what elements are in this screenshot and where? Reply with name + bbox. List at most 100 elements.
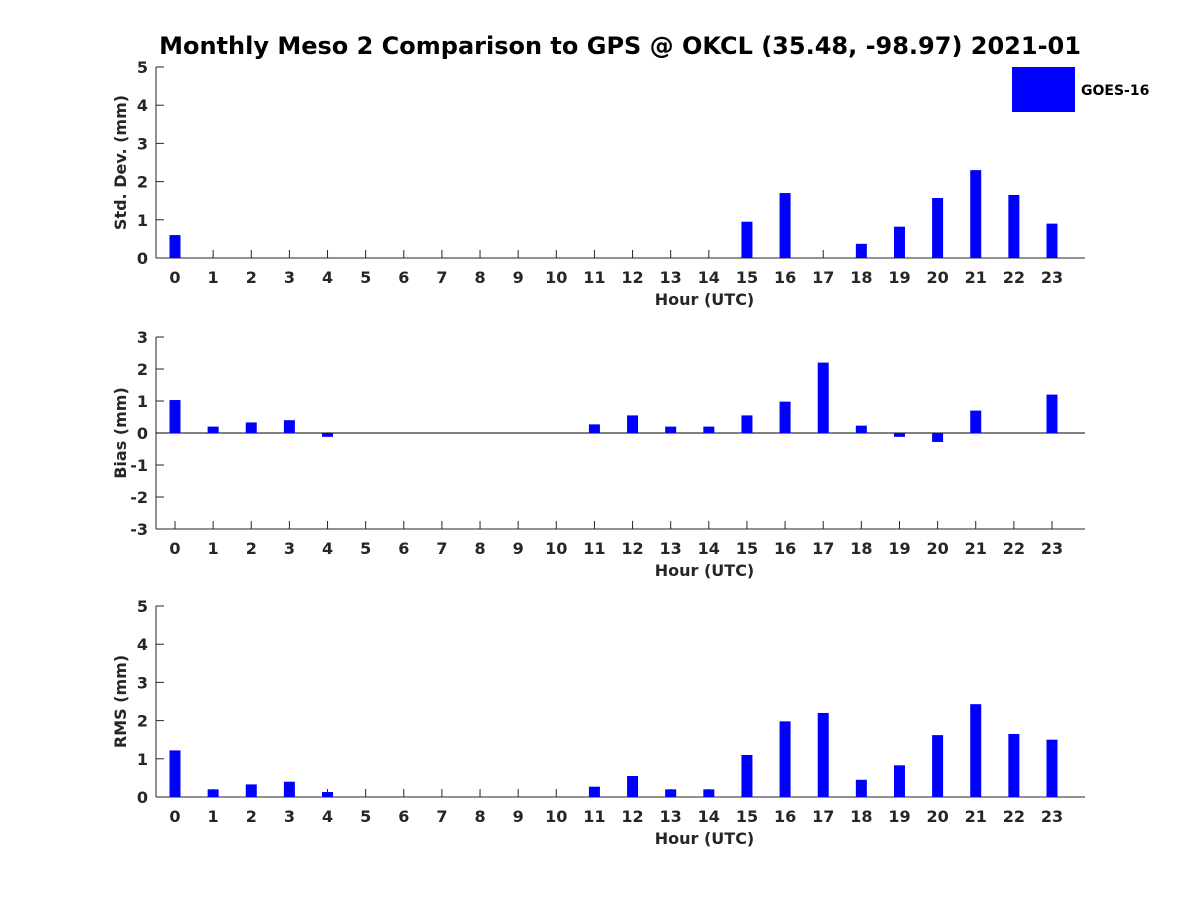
bar	[970, 410, 982, 433]
x-tick-label: 6	[398, 539, 409, 558]
bar	[169, 750, 181, 797]
x-tick-label: 7	[436, 539, 447, 558]
bar	[322, 792, 334, 797]
bar	[588, 424, 600, 433]
bar	[665, 789, 677, 797]
x-tick-label: 2	[246, 268, 257, 287]
x-tick-label: 2	[246, 539, 257, 558]
x-tick-label: 22	[1003, 807, 1025, 826]
bar	[741, 754, 753, 797]
x-tick-label: 18	[850, 807, 872, 826]
x-tick-label: 2	[246, 807, 257, 826]
y-tick-label: 1	[137, 750, 148, 769]
bar	[970, 704, 982, 797]
bar	[588, 786, 600, 797]
bar	[893, 765, 905, 797]
x-tick-label: 16	[774, 268, 796, 287]
y-tick-label: 5	[137, 58, 148, 77]
x-tick-label: 0	[169, 807, 180, 826]
x-tick-label: 23	[1041, 807, 1063, 826]
y-tick-label: 2	[137, 173, 148, 192]
x-tick-label: 18	[850, 539, 872, 558]
x-tick-label: 10	[545, 539, 567, 558]
bar	[932, 198, 944, 258]
x-tick-label: 3	[284, 539, 295, 558]
x-tick-label: 17	[812, 539, 834, 558]
legend: GOES-16	[1012, 67, 1149, 112]
bar	[855, 243, 867, 258]
x-tick-label: 9	[513, 807, 524, 826]
legend-label: GOES-16	[1081, 83, 1149, 99]
x-tick-label: 7	[436, 268, 447, 287]
bar	[1046, 739, 1058, 797]
x-tick-label: 8	[474, 807, 485, 826]
bar	[283, 420, 295, 433]
x-tick-label: 21	[965, 807, 987, 826]
x-tick-label: 22	[1003, 539, 1025, 558]
x-tick-label: 9	[513, 268, 524, 287]
bar	[1046, 394, 1058, 433]
x-tick-label: 4	[322, 807, 333, 826]
x-tick-label: 1	[208, 268, 219, 287]
y-tick-label: 3	[137, 673, 148, 692]
x-tick-label: 7	[436, 807, 447, 826]
x-tick-label: 13	[660, 539, 682, 558]
y-tick-label: 0	[137, 788, 148, 807]
x-tick-label: 11	[583, 807, 605, 826]
bar	[855, 779, 867, 797]
y-tick-label: 4	[137, 635, 148, 654]
bar	[893, 226, 905, 258]
bar	[627, 415, 639, 433]
y-axis-label: Bias (mm)	[111, 387, 130, 479]
x-tick-label: 20	[926, 268, 948, 287]
legend-swatch	[1012, 67, 1075, 112]
x-tick-label: 21	[965, 268, 987, 287]
y-axis-label: Std. Dev. (mm)	[111, 95, 130, 230]
bar	[169, 235, 181, 258]
bar	[245, 784, 257, 797]
x-tick-label: 1	[208, 539, 219, 558]
x-tick-label: 17	[812, 268, 834, 287]
x-tick-label: 18	[850, 268, 872, 287]
y-tick-label: 3	[137, 328, 148, 347]
y-tick-label: -2	[130, 488, 148, 507]
y-tick-label: 5	[137, 597, 148, 616]
bar	[207, 789, 219, 797]
bar	[817, 712, 829, 797]
x-tick-label: 0	[169, 539, 180, 558]
bar	[207, 426, 219, 433]
bar	[703, 426, 715, 433]
x-tick-label: 8	[474, 268, 485, 287]
bar	[703, 789, 715, 797]
bar	[1008, 194, 1020, 258]
x-tick-label: 12	[621, 268, 643, 287]
bar	[665, 426, 677, 433]
x-tick-label: 14	[698, 539, 720, 558]
bar	[741, 221, 753, 258]
x-tick-label: 20	[926, 539, 948, 558]
bar	[169, 400, 181, 433]
x-tick-label: 0	[169, 268, 180, 287]
y-tick-label: 1	[137, 392, 148, 411]
y-tick-label: -1	[130, 456, 148, 475]
y-tick-label: 1	[137, 211, 148, 230]
bar	[817, 362, 829, 433]
x-tick-label: 17	[812, 807, 834, 826]
x-tick-label: 15	[736, 807, 758, 826]
y-axis-label: RMS (mm)	[111, 655, 130, 748]
x-tick-label: 8	[474, 539, 485, 558]
y-tick-label: 0	[137, 249, 148, 268]
x-tick-label: 12	[621, 807, 643, 826]
bar	[1046, 223, 1058, 258]
x-axis-label: Hour (UTC)	[655, 829, 755, 848]
x-tick-label: 10	[545, 268, 567, 287]
bar	[855, 425, 867, 433]
y-tick-label: -3	[130, 520, 148, 539]
x-tick-label: 15	[736, 539, 758, 558]
bar	[779, 401, 791, 433]
x-tick-label: 11	[583, 539, 605, 558]
